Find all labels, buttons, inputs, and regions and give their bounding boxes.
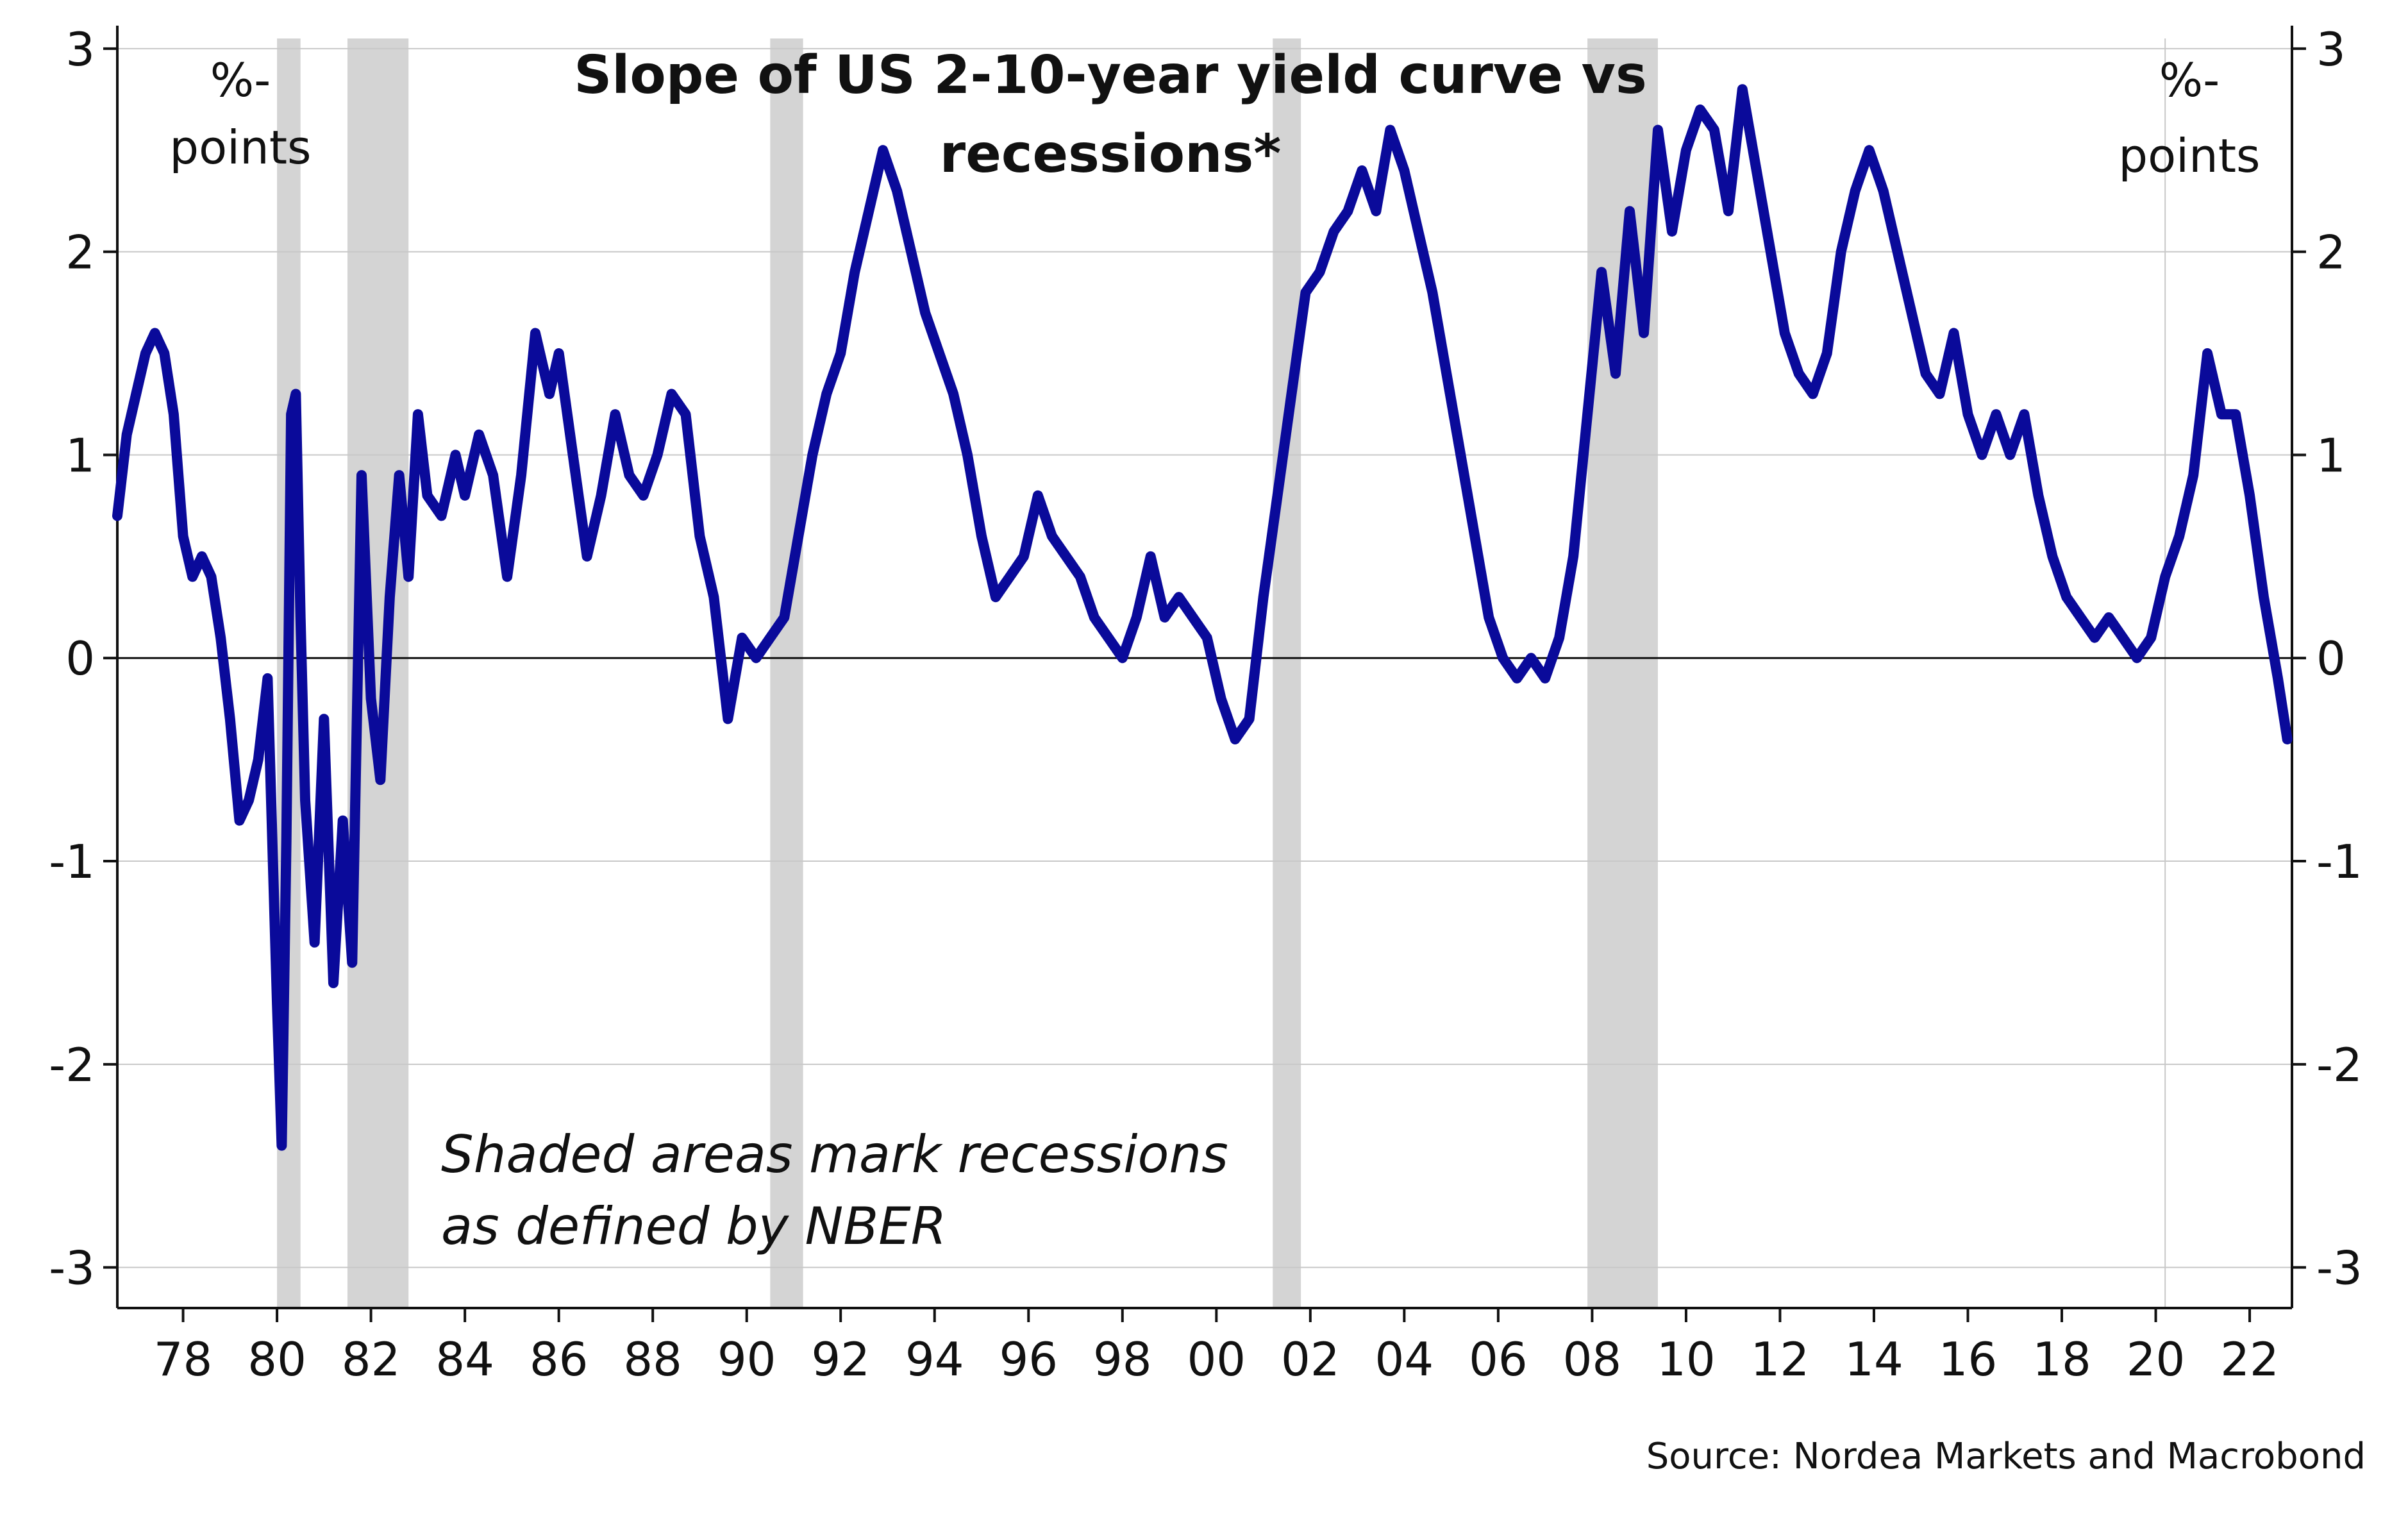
series-line-2-10-slope	[112, 84, 2293, 1151]
recession-band-2	[770, 38, 803, 1308]
y-unit-right-line-2: points	[2118, 129, 2260, 183]
x-tick-label: 96	[999, 1332, 1058, 1386]
x-tick-label: 20	[2127, 1332, 2186, 1386]
axes	[116, 26, 2293, 1309]
x-tick-label: 12	[1751, 1332, 1810, 1386]
x-tick-label: 92	[811, 1332, 870, 1386]
x-tick-labels: 78 80 82 84 86 88 90 92 94 96 98 00 02 04 06 08 10 12 14 16…	[154, 1308, 2279, 1386]
x-tick-label: 14	[1844, 1332, 1903, 1386]
x-tick-label: 78	[154, 1332, 213, 1386]
series-layer	[112, 84, 2293, 1151]
x-tick-label: 18	[2032, 1332, 2091, 1386]
chart-title-line-1: Slope of US 2-10-year yield curve vs	[574, 45, 1647, 106]
annotation-line-1: Shaded areas mark recessions	[441, 1125, 1228, 1184]
y-unit-right-line-1: %-	[2159, 53, 2220, 107]
x-tick-label: 98	[1093, 1332, 1152, 1386]
y-tick-right-label: 1	[2316, 428, 2346, 482]
x-tick-label: 90	[717, 1332, 776, 1386]
y-tick-right-label: 0	[2316, 632, 2346, 685]
y-tick-left-label: -2	[49, 1038, 95, 1092]
y-unit-left-line-2: points	[169, 121, 311, 174]
y-unit-left-line-1: %-	[210, 53, 271, 107]
x-tick-label: 82	[342, 1332, 401, 1386]
x-tick-label: 94	[905, 1332, 964, 1386]
y-tick-left-label: 3	[65, 22, 95, 76]
x-tick-label: 04	[1375, 1332, 1434, 1386]
y-tick-labels-right: 3 2 1 0 -1 -2 -3	[2292, 22, 2362, 1295]
y-tick-right-label: 2	[2316, 226, 2346, 280]
x-tick-label: 00	[1187, 1332, 1246, 1386]
x-tick-label: 86	[530, 1332, 589, 1386]
x-tick-label: 88	[623, 1332, 682, 1386]
recession-shading	[277, 38, 1658, 1308]
y-tick-right-label: 3	[2316, 22, 2346, 76]
y-tick-left-label: 2	[65, 226, 95, 280]
x-tick-label: 16	[1939, 1332, 1998, 1386]
x-tick-label: 22	[2220, 1332, 2279, 1386]
y-tick-left-label: 1	[65, 428, 95, 482]
y-tick-right-label: -3	[2316, 1241, 2362, 1295]
y-tick-right-label: -2	[2316, 1038, 2362, 1092]
x-tick-label: 02	[1281, 1332, 1340, 1386]
x-tick-label: 80	[247, 1332, 306, 1386]
x-tick-label: 06	[1469, 1332, 1528, 1386]
recession-band-3	[1273, 38, 1301, 1308]
y-tick-left-label: -3	[49, 1241, 95, 1295]
x-tick-label: 08	[1563, 1332, 1622, 1386]
annotation-line-2: as defined by NBER	[441, 1196, 946, 1256]
y-tick-left-label: -1	[49, 835, 95, 889]
y-tick-left-label: 0	[65, 632, 95, 685]
y-tick-right-label: -1	[2316, 835, 2362, 889]
x-tick-label: 10	[1657, 1332, 1716, 1386]
x-tick-label: 84	[435, 1332, 494, 1386]
y-tick-labels-left: 3 2 1 0 -1 -2 -3	[49, 22, 117, 1295]
source-note: Source: Nordea Markets and Macrobond	[1646, 1436, 2366, 1477]
gridlines	[117, 38, 2292, 1308]
chart-title-line-2: recessions*	[940, 124, 1281, 185]
